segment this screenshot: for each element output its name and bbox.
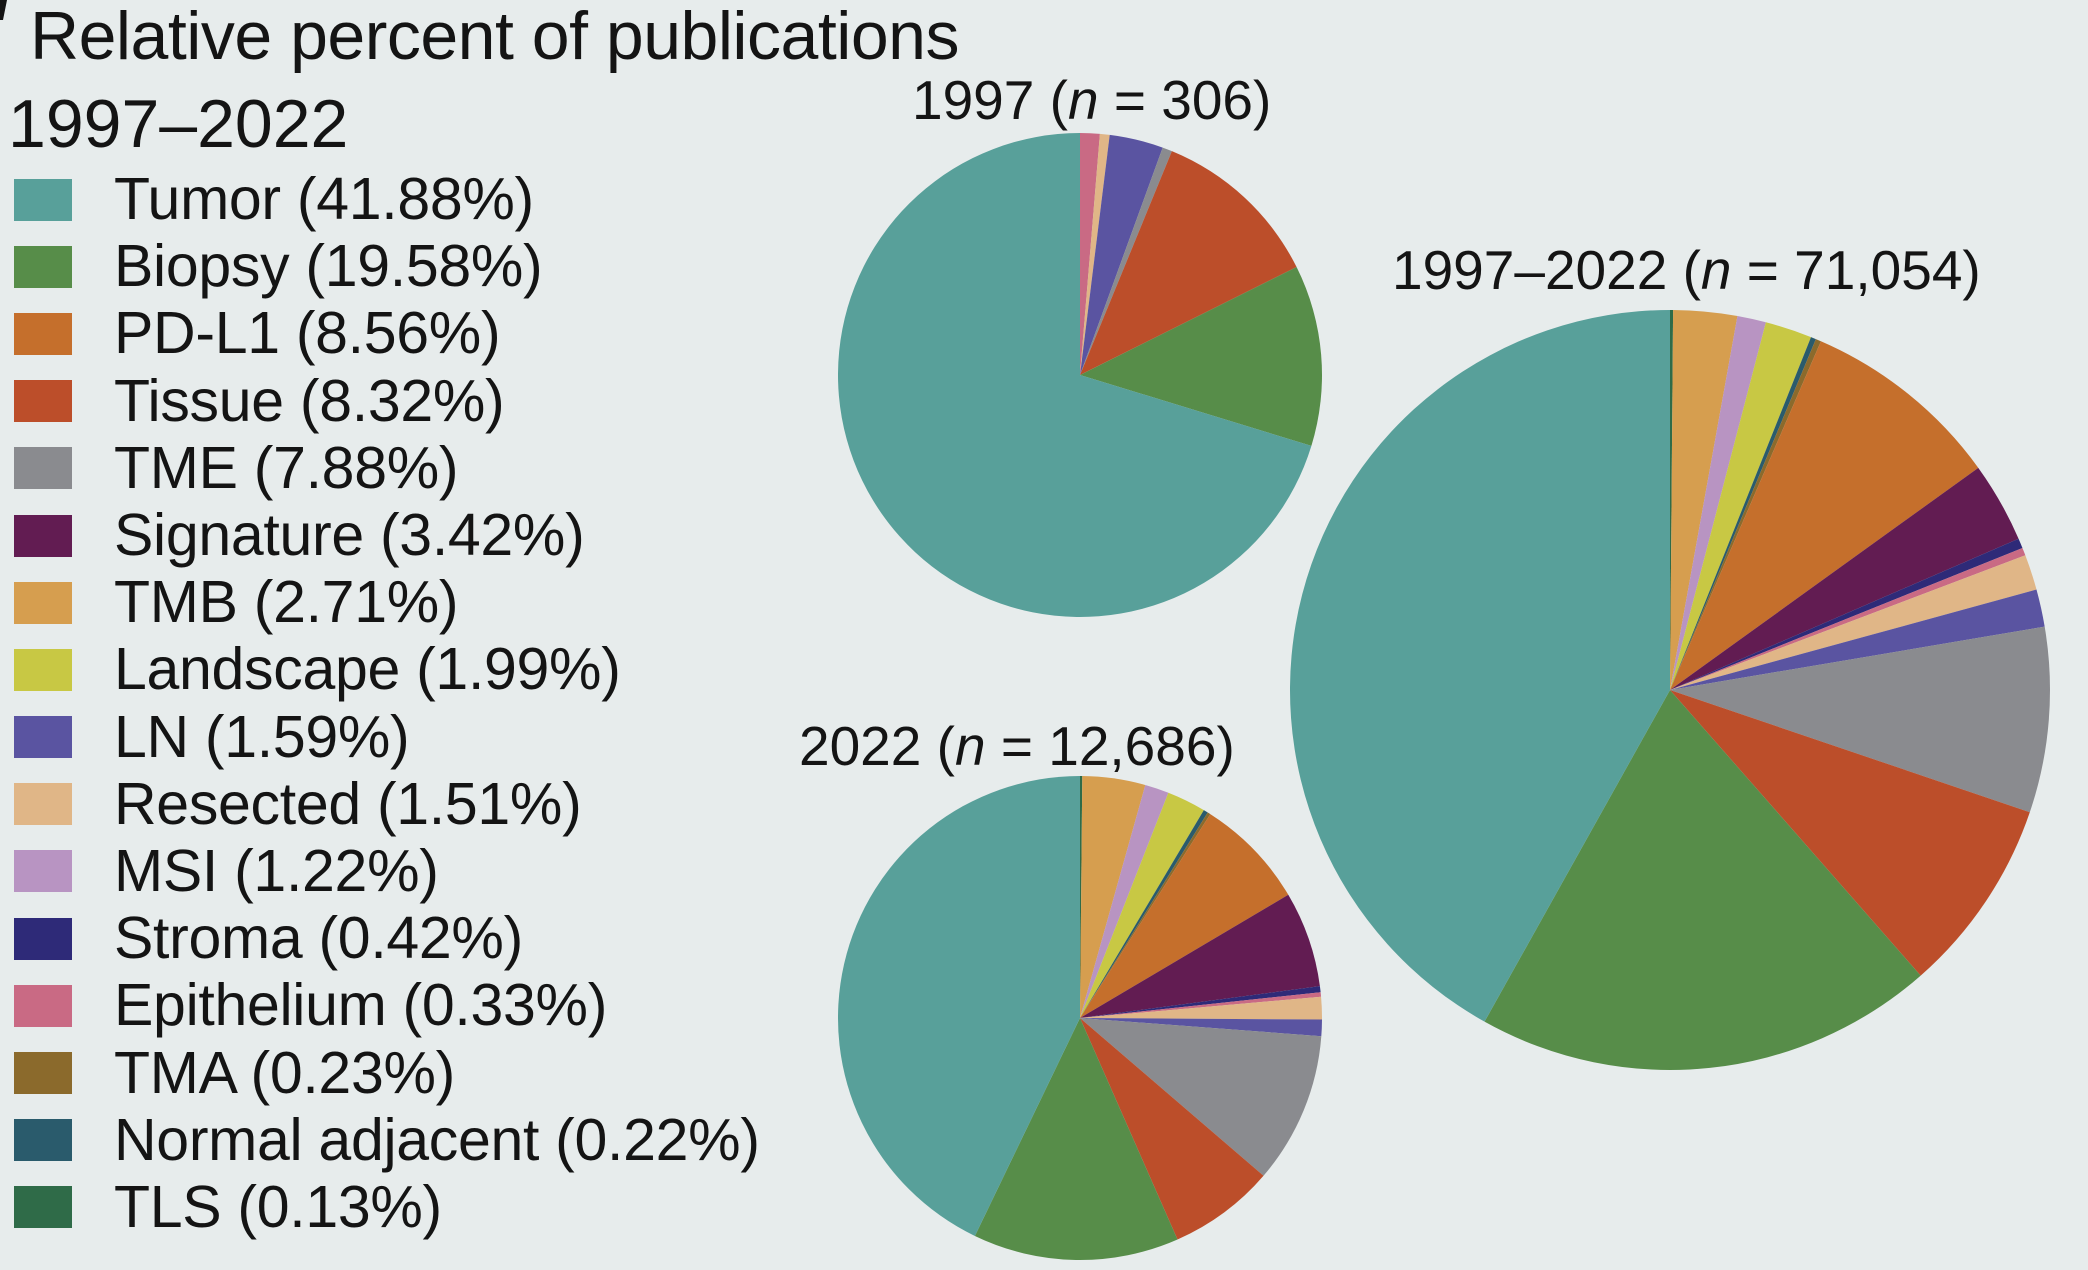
- pie-slice-tissue: [1080, 151, 1297, 375]
- legend-swatch: [14, 716, 72, 759]
- legend-label: PD-L1 (8.56%): [114, 300, 501, 367]
- legend-label: Biopsy (19.58%): [114, 233, 543, 300]
- pie-title-2022: 2022 (n = 12,686): [799, 715, 1235, 777]
- pie-slice-msi: [1080, 784, 1169, 1018]
- pie-slice-tissue: [1670, 690, 2030, 976]
- corner-mark: [0, 0, 7, 20]
- legend-swatch: [14, 514, 72, 557]
- legend-title: 1997–2022: [8, 86, 349, 162]
- pie-slice-tls: [1670, 309, 1674, 690]
- pie-2022: [837, 776, 1323, 1261]
- legend-label: Tissue (8.32%): [114, 367, 505, 434]
- pie-slice-epithelium: [1080, 992, 1322, 1018]
- legend-label: Signature (3.42%): [114, 502, 585, 569]
- pie-slice-msi: [1670, 316, 1766, 690]
- legend-label: TME (7.88%): [114, 434, 459, 501]
- legend-swatch: [14, 581, 72, 624]
- pie-slice-epithelium: [1670, 547, 2026, 690]
- legend-label: TLS (0.13%): [114, 1173, 442, 1240]
- legend-label: Landscape (1.99%): [114, 636, 621, 703]
- legend-item: Tissue (8.32%): [14, 368, 760, 435]
- legend-label: LN (1.59%): [114, 703, 410, 770]
- pie-slice-resected: [1670, 555, 2037, 690]
- pie-slice-ln: [1080, 1018, 1322, 1037]
- legend-swatch: [14, 380, 72, 423]
- legend-label: Resected (1.51%): [114, 770, 582, 837]
- legend-item: Tumor (41.88%): [14, 166, 760, 233]
- pie-slice-biopsy: [1484, 690, 1921, 1071]
- legend-swatch: [14, 648, 72, 691]
- legend-swatch: [14, 783, 72, 826]
- legend-label: Epithelium (0.33%): [114, 972, 608, 1039]
- pie-1997-2022: [1289, 309, 2050, 1071]
- legend-item: Biopsy (19.58%): [14, 233, 760, 300]
- legend-label: Tumor (41.88%): [114, 166, 534, 233]
- legend-label: TMA (0.23%): [114, 1039, 455, 1106]
- pie-slice-ln: [1080, 134, 1163, 375]
- legend-item: Normal adjacent (0.22%): [14, 1107, 760, 1174]
- legend-item: MSI (1.22%): [14, 838, 760, 905]
- legend-swatch: [14, 447, 72, 490]
- pie-slice-tumor: [1289, 310, 1670, 1022]
- legend-swatch: [14, 1119, 72, 1162]
- pie-slice-biopsy: [974, 1018, 1178, 1261]
- pie-slice-tme: [1080, 147, 1172, 375]
- legend-item: Signature (3.42%): [14, 502, 760, 569]
- pie-slice-landscape: [1080, 792, 1204, 1018]
- legend-item: Resected (1.51%): [14, 771, 760, 838]
- pie-slice-resected: [1080, 996, 1323, 1020]
- pie-slice-tmb: [1080, 776, 1146, 1018]
- pie-slice-pd-l1: [1670, 341, 1979, 690]
- legend-swatch: [14, 1052, 72, 1095]
- pie-slice-landscape: [1670, 322, 1812, 690]
- pie-1997: [837, 133, 1322, 617]
- pie-slice-ln: [1670, 589, 2045, 690]
- pie-slice-tma: [1670, 339, 1821, 690]
- legend-item: Epithelium (0.33%): [14, 972, 760, 1039]
- legend-swatch: [14, 312, 72, 355]
- legend-label: MSI (1.22%): [114, 837, 439, 904]
- legend-item: PD-L1 (8.56%): [14, 300, 760, 367]
- legend-label: Normal adjacent (0.22%): [114, 1106, 760, 1173]
- pie-slice-tmb: [1670, 310, 1738, 690]
- legend-swatch: [14, 984, 72, 1027]
- legend-item: Landscape (1.99%): [14, 636, 760, 703]
- legend-item: Stroma (0.42%): [14, 905, 760, 972]
- legend: Tumor (41.88%) Biopsy (19.58%) PD-L1 (8.56…: [14, 166, 760, 1241]
- pie-slice-normal-adjacent: [1080, 810, 1208, 1018]
- pie-slice-epithelium: [1080, 133, 1100, 375]
- pie-title-1997: 1997 (n = 306): [912, 69, 1272, 131]
- legend-item: LN (1.59%): [14, 704, 760, 771]
- legend-label: Stroma (0.42%): [114, 905, 523, 972]
- pie-slice-stroma: [1080, 986, 1321, 1018]
- pie-slice-signature: [1080, 894, 1320, 1018]
- pie-slice-pd-l1: [1080, 814, 1289, 1018]
- legend-swatch: [14, 917, 72, 960]
- pie-slice-tme: [1080, 1018, 1322, 1176]
- pie-slice-tumor: [837, 776, 1080, 1236]
- legend-swatch: [14, 1186, 72, 1229]
- legend-item: TME (7.88%): [14, 435, 760, 502]
- legend-item: TLS (0.13%): [14, 1174, 760, 1241]
- pie-slice-tumor: [837, 133, 1312, 617]
- pie-slice-signature: [1670, 467, 2019, 690]
- legend-swatch: [14, 850, 72, 893]
- legend-label: TMB (2.71%): [114, 569, 459, 636]
- pie-slice-tme: [1670, 626, 2050, 813]
- legend-item: TMB (2.71%): [14, 569, 760, 636]
- pie-slice-biopsy: [1080, 267, 1322, 446]
- pie-slice-stroma: [1670, 538, 2023, 690]
- pie-slice-normal-adjacent: [1670, 337, 1816, 690]
- pie-slice-tma: [1080, 812, 1211, 1018]
- pie-title-1997-2022: 1997–2022 (n = 71,054): [1392, 239, 1981, 301]
- pie-slice-tissue: [1080, 1018, 1264, 1240]
- legend-swatch: [14, 245, 72, 288]
- figure-title: Relative percent of publications: [30, 0, 960, 74]
- legend-item: TMA (0.23%): [14, 1039, 760, 1106]
- legend-swatch: [14, 178, 72, 221]
- pie-slice-tls: [1080, 776, 1083, 1018]
- pie-slice-resected: [1080, 133, 1110, 375]
